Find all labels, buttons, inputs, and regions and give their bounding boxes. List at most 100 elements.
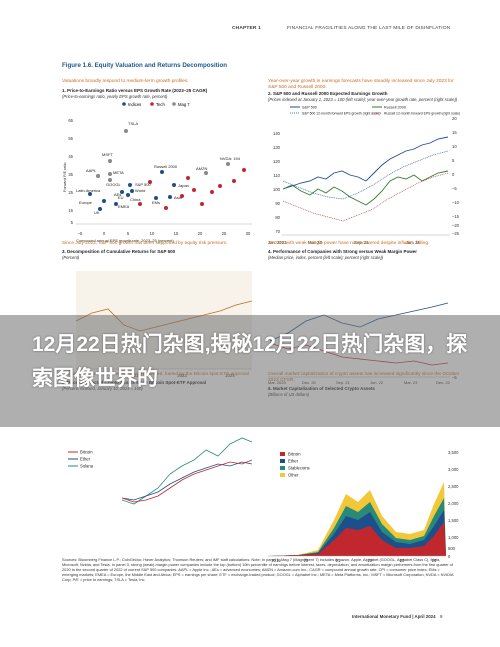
p1-point-tech-2	[218, 183, 222, 188]
legend-mag7: Mag 7	[178, 102, 190, 107]
p1-label-ems: EMs	[152, 200, 160, 205]
p6-legend-ether-swatch	[280, 458, 285, 463]
p2-ytick-100: 100	[273, 187, 281, 192]
p6-area-bitcoin	[270, 521, 446, 556]
p1-point-asia	[168, 194, 172, 199]
footer-publisher: International Monetary Fund | April 2024	[352, 614, 436, 619]
p6-ytick-2000: 2,000	[448, 501, 459, 506]
p1-point-uk	[98, 206, 102, 211]
panel-3-title: 3. Decomposition of Cumulative Returns f…	[62, 249, 176, 254]
panel-2-lead: Year-over-year growth in earnings foreca…	[268, 79, 454, 90]
p2-rtick-10: 10	[452, 144, 457, 149]
p5-line-bitcoin	[121, 459, 253, 502]
p1-ylabel: Forward P/E ratio	[63, 162, 67, 192]
p1-xtick-30: 30	[246, 231, 251, 236]
p1-label-asia: Asia	[174, 195, 183, 200]
p6-legend-bitcoin: Bitcoin	[288, 451, 301, 456]
p1-point-nvda	[226, 161, 230, 166]
p2-rtick-5: 5	[452, 158, 455, 163]
p2-xtick-mar23: Mar. 23	[308, 240, 323, 245]
p1-point-emea	[114, 201, 118, 206]
p2-rtick-0: 0	[452, 172, 455, 177]
p1-label-emea: EMEA	[118, 204, 130, 209]
p2-line-russell-eps	[282, 172, 449, 221]
p6-legend-other-swatch	[280, 472, 285, 477]
p2-legend-sp500: S&P 500	[302, 105, 317, 109]
p1-label-world: World	[135, 188, 145, 193]
p2-xtick-jan24: Jan. 24	[406, 240, 420, 245]
panel-2-chart: S&P 500 S&P 500 12-month forward EPS gro…	[273, 105, 460, 236]
p1-point-ems	[154, 195, 158, 200]
p2-legend-sp500-eps: S&P 500 12-month forward EPS growth (rig…	[302, 111, 380, 115]
panel-1-subtitle: (Price-to-earnings ratio, yearly EPS gro…	[62, 94, 168, 99]
p1-ytick-25: 25	[68, 190, 73, 195]
p2-ytick-130: 130	[273, 145, 281, 150]
p6-xtick-24: 24	[432, 558, 437, 563]
page-number: 9	[440, 614, 443, 619]
p6-ytick-1500: 1,500	[448, 518, 459, 523]
p1-label-tsla: TSLA	[128, 121, 138, 126]
p1-point-msft	[108, 158, 112, 163]
p6-legend-stablecoins-swatch	[280, 465, 285, 470]
p1-ytick-45: 45	[68, 154, 73, 159]
p2-ytick-80: 80	[275, 215, 280, 220]
p1-point-world	[130, 188, 134, 193]
running-head: CHAPTER 1 FINANCIAL FRAGILITIES ALONG TH…	[0, 26, 500, 38]
p1-label-europe: Europe	[79, 200, 93, 205]
p5-line-ether	[121, 461, 253, 500]
p6-xtick-20: 20	[304, 558, 309, 563]
p6-legend-stablecoins: Stablecoins	[288, 465, 310, 470]
p1-point-eu	[120, 189, 124, 194]
p2-rtick-m15: –15	[452, 214, 460, 219]
chapter-title: FINANCIAL FRAGILITIES ALONG THE LAST MIL…	[287, 26, 451, 31]
p1-label-aes: AEs	[114, 192, 121, 197]
p2-rtick-15: 15	[452, 130, 457, 135]
p1-point-tech-4	[192, 187, 196, 192]
p2-rtick-20: 20	[452, 116, 457, 121]
p1-xtick-10: 10	[150, 231, 155, 236]
panel-1: Valuations broadly respond to medium-ter…	[62, 79, 255, 244]
p1-point-tech-7	[138, 201, 142, 206]
p6-legend-ether: Ether	[288, 458, 299, 463]
p1-point-japan	[172, 182, 176, 187]
p2-rtick-m10: –10	[452, 200, 460, 205]
p1-point-europe	[102, 198, 106, 203]
p1-point-china	[126, 192, 130, 197]
p1-xtick-15: 15	[174, 231, 179, 236]
panel-4-title: 4. Performance of Companies with Strong …	[268, 249, 417, 254]
legend-tech: Tech	[156, 102, 166, 107]
figure-notes: Sources: Bloomberg Finance L.P.; CoinGec…	[62, 557, 454, 583]
panel-3-lead: Since July 2022, S&P 500 growth has been…	[62, 241, 228, 246]
p1-ytick-35: 35	[68, 172, 73, 177]
p2-rtick-m20: –20	[452, 223, 460, 228]
p1-label-googl: GOOGL	[106, 182, 121, 187]
p1-xlabel: Compound annual EPS growth rate, 2023–25…	[76, 238, 175, 243]
p6-legend-other: Other	[288, 472, 299, 477]
p1-label-russell: Russell 2000	[154, 164, 178, 169]
p2-line-russell	[282, 170, 449, 206]
p2-rtick-m5: –5	[452, 186, 457, 191]
figure-title: Figure 1.6. Equity Valuation and Returns…	[62, 62, 228, 69]
p2-rtick-m25: –25	[452, 231, 460, 236]
p1-point-amzn	[204, 170, 208, 175]
p1-point-googl	[108, 177, 112, 182]
p2-legend-russell: Russell 2000	[384, 105, 406, 109]
p1-ytick-15: 15	[68, 208, 73, 213]
panel-4-lead: Sectors with weak margin power have not …	[268, 241, 430, 246]
p1-label-eu: EU	[118, 195, 124, 200]
panel-1-chart: Indices Tech Mag 7 65 55 45 35 25 15 5 F…	[63, 101, 252, 225]
p1-label-japan: Japan	[178, 183, 189, 188]
panel-1-xaxis: –5 0 5 10 15 20 25 30 Compound annual EP…	[76, 231, 251, 243]
overlay-banner	[0, 315, 500, 427]
panel-3-subtitle: (Percent)	[62, 255, 80, 260]
p1-xtick-0: 0	[103, 231, 106, 236]
p1-point-tech-10	[186, 175, 190, 180]
panel-2-title: 2. S&P 500 and Russell 2000 Expected Ear…	[268, 91, 388, 96]
p1-xtick-20: 20	[198, 231, 203, 236]
p1-point-latam	[88, 191, 92, 196]
panel-1-lead: Valuations broadly respond to medium-ter…	[62, 79, 189, 84]
legend-tech-marker	[150, 101, 154, 106]
p2-line-sp500-eps	[282, 150, 449, 199]
p5-line-solana	[121, 437, 253, 504]
